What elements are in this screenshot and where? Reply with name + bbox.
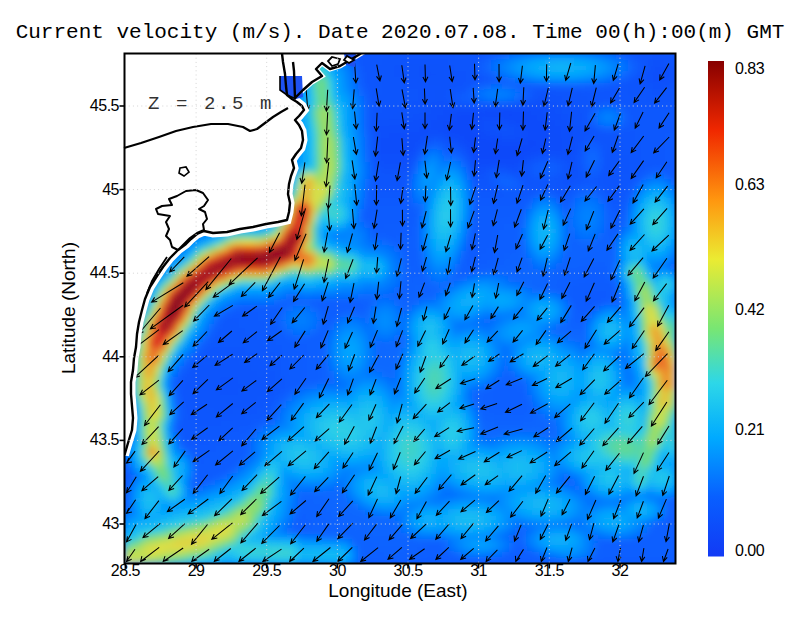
svg-text:0.83: 0.83 (735, 60, 765, 77)
svg-text:0.63: 0.63 (735, 176, 765, 193)
svg-text:44: 44 (102, 348, 119, 365)
svg-text:30: 30 (329, 562, 346, 579)
svg-text:28.5: 28.5 (111, 562, 141, 579)
svg-text:Latitude (North): Latitude (North) (58, 242, 79, 374)
svg-text:0.21: 0.21 (735, 421, 765, 438)
svg-text:45: 45 (102, 181, 119, 198)
svg-text:32: 32 (612, 562, 629, 579)
svg-text:Longitude (East): Longitude (East) (328, 580, 467, 601)
svg-text:30.5: 30.5 (393, 562, 423, 579)
svg-text:0.42: 0.42 (735, 301, 765, 318)
svg-text:Z = 2.5 m: Z = 2.5 m (148, 93, 274, 115)
svg-text:43: 43 (102, 515, 119, 532)
svg-text:Current velocity (m/s). Date 2: Current velocity (m/s). Date 2020.07.08.… (16, 21, 785, 44)
svg-text:45.5: 45.5 (90, 97, 120, 114)
svg-text:43.5: 43.5 (90, 431, 120, 448)
svg-text:31: 31 (470, 562, 487, 579)
svg-text:0.00: 0.00 (735, 542, 765, 559)
svg-text:44.5: 44.5 (90, 264, 120, 281)
svg-text:31.5: 31.5 (535, 562, 565, 579)
svg-text:29: 29 (188, 562, 205, 579)
svg-text:29.5: 29.5 (252, 562, 282, 579)
